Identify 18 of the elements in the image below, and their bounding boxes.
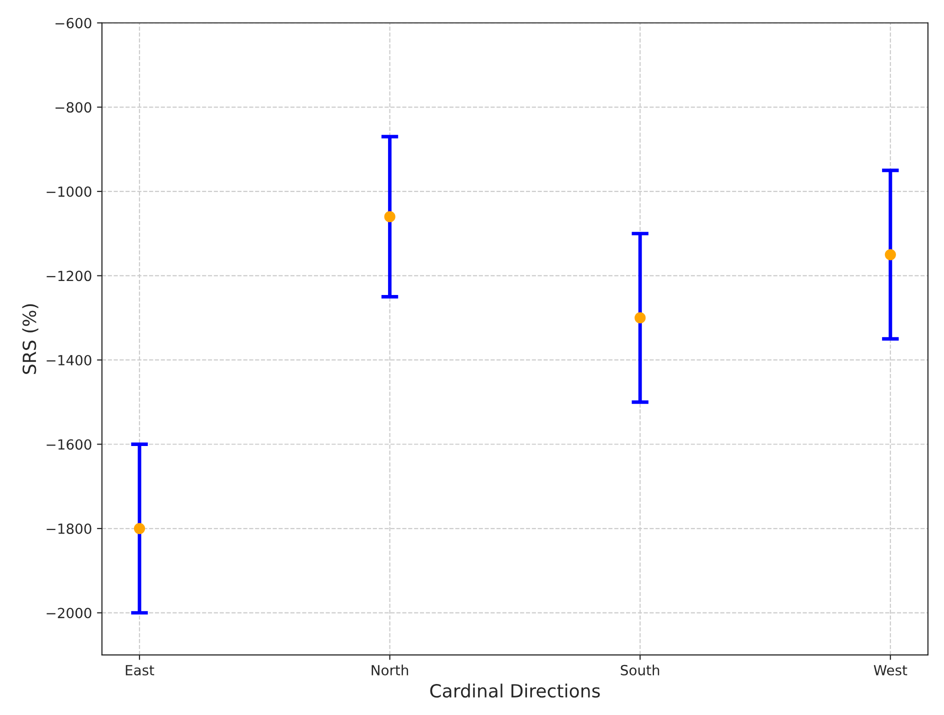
point (884, 249, 896, 260)
y-tick-label: −1200 (46, 270, 92, 282)
x-tick-label: South (620, 664, 660, 676)
x-tick-label: West (874, 665, 908, 676)
x-axis-title: Cardinal Directions (430, 684, 600, 698)
y-tick-label: −600 (56, 18, 92, 28)
y-tick-label: −1800 (46, 523, 92, 534)
point (384, 211, 396, 222)
y-tick-label: −1400 (46, 354, 92, 366)
y-tick-label: −1000 (46, 186, 92, 197)
x-tick-label: East (126, 665, 154, 676)
y-axis-title: SRS (%) (22, 304, 38, 374)
point (134, 522, 146, 534)
point (634, 312, 646, 324)
y-tick-label: −2000 (46, 608, 92, 618)
x-tick-label: North (372, 664, 408, 676)
y-tick-label: −1600 (46, 439, 92, 450)
y-tick-label: −800 (56, 102, 92, 113)
